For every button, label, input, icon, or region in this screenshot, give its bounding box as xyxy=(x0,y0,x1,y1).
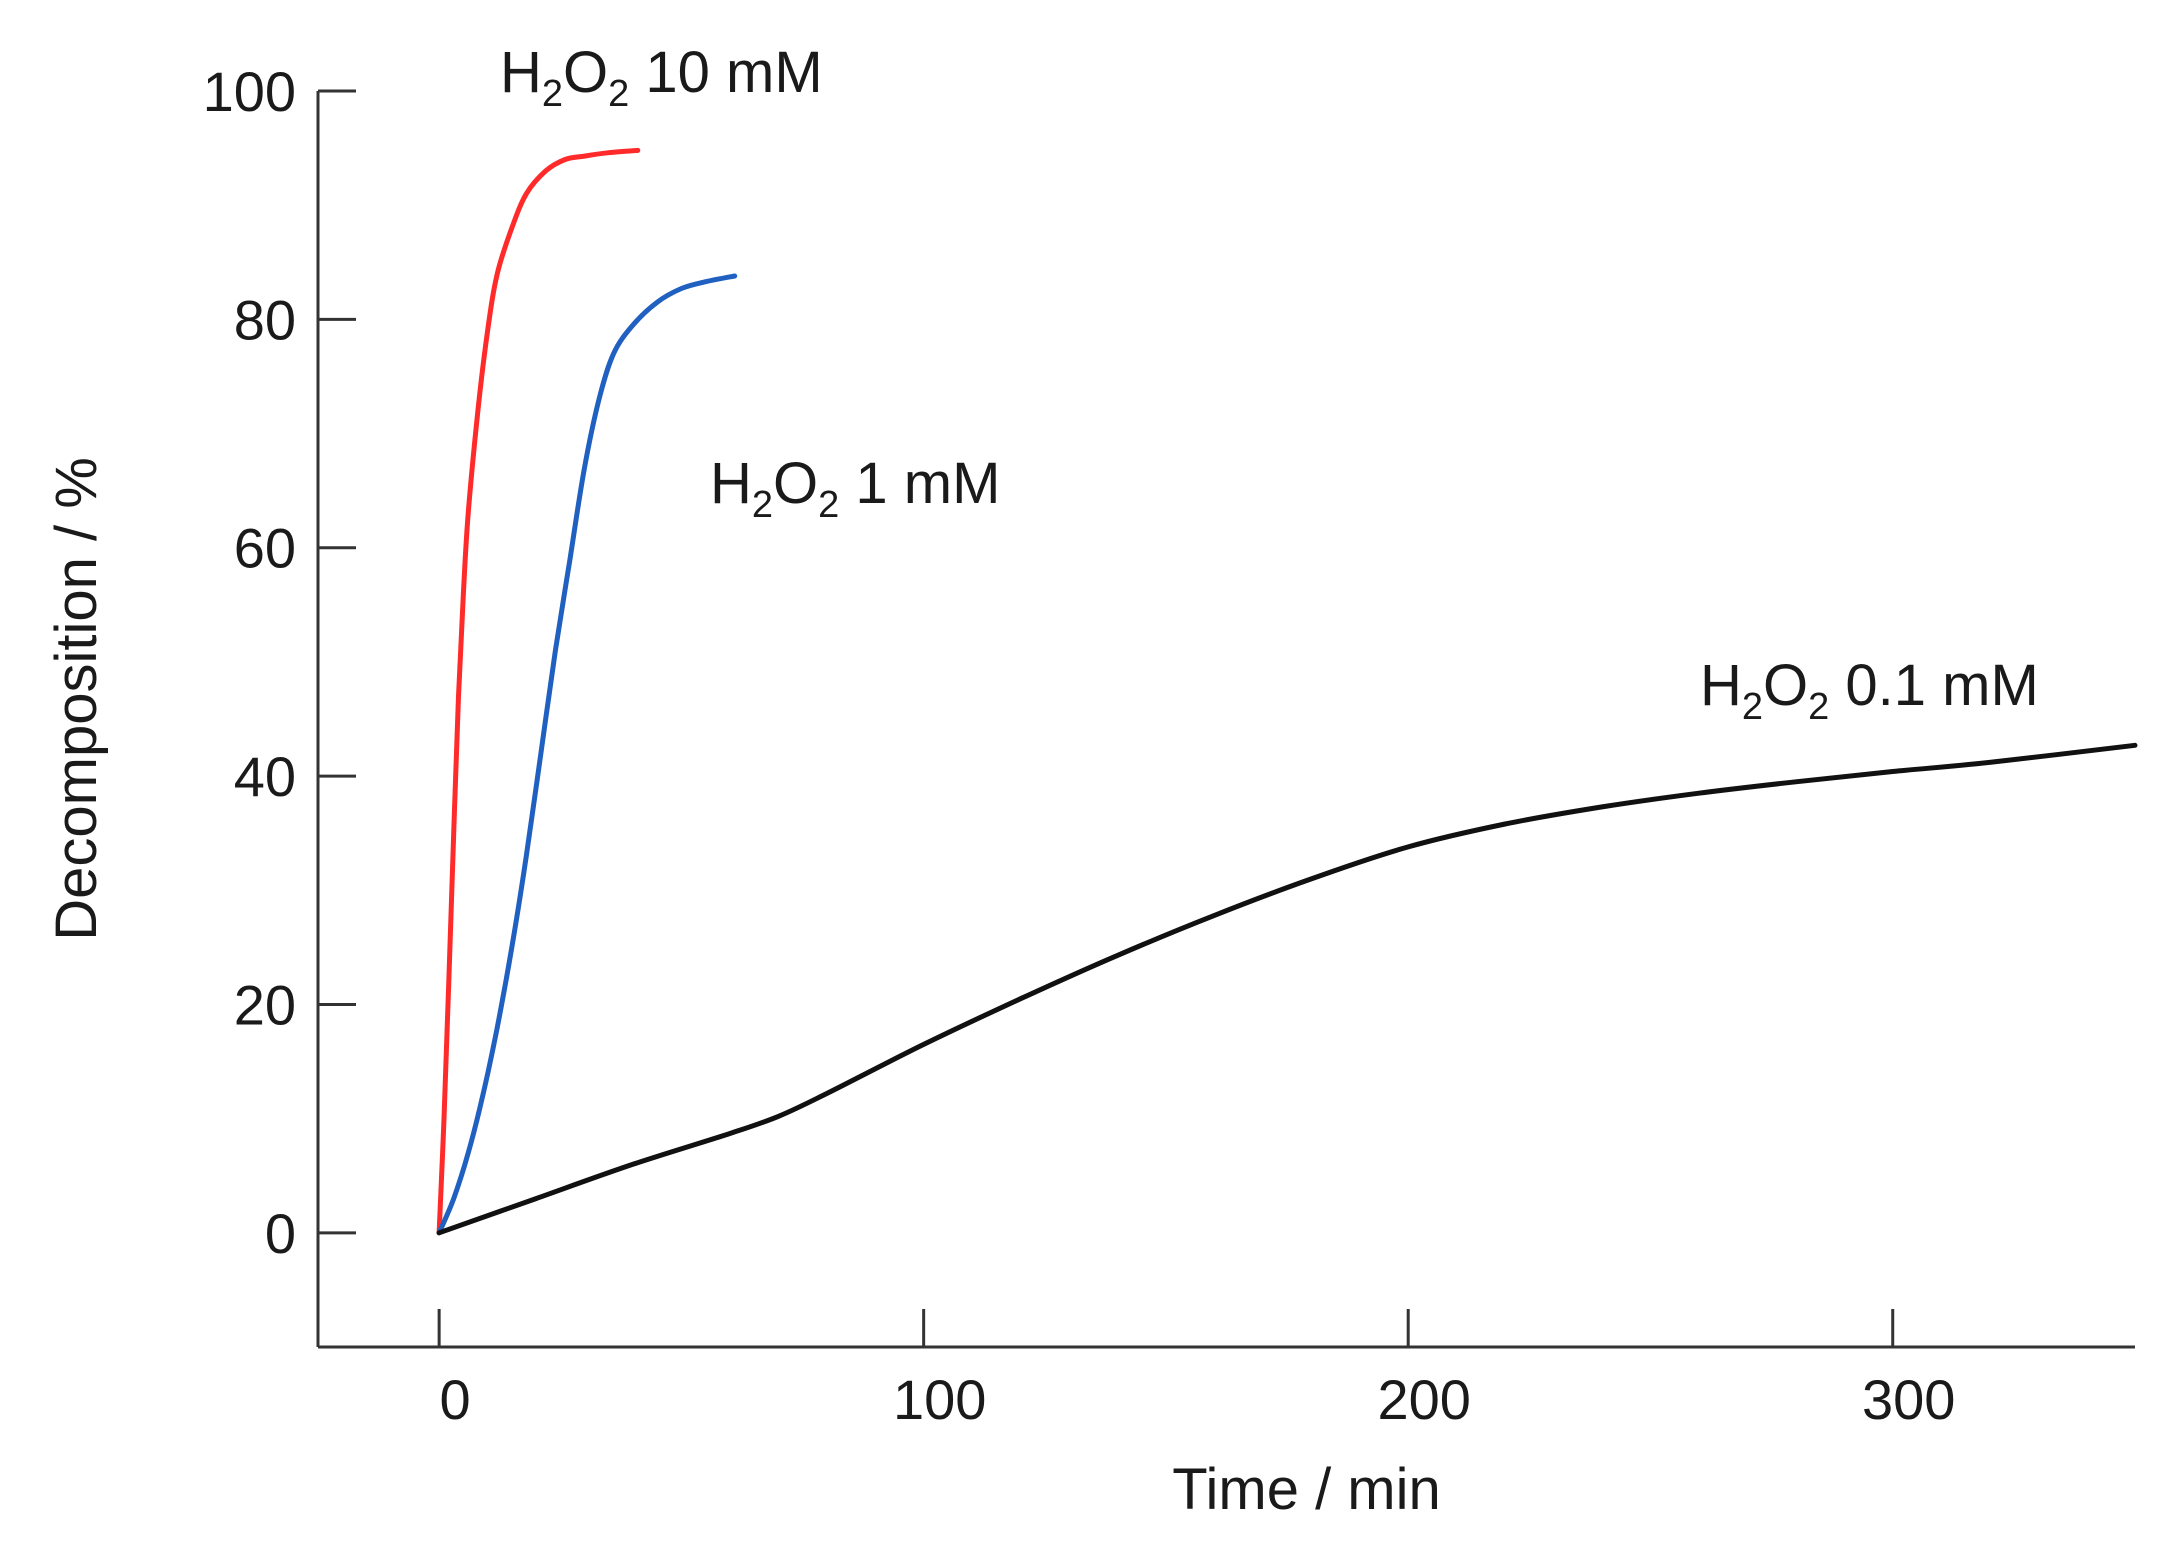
series-lines xyxy=(436,147,2138,1236)
series-label-0-1mM: H2O2 0.1 mM xyxy=(1700,653,2039,728)
y-tick-label: 0 xyxy=(265,1202,296,1265)
series-label-1mM: H2O2 1 mM xyxy=(710,451,1000,526)
y-tick-label: 100 xyxy=(203,60,296,123)
series-labels: H2O2 10 mM H2O2 1 mM H2O2 0.1 mM xyxy=(500,40,2039,728)
ticks: 0 20 40 60 80 100 0 100 200 300 xyxy=(203,60,1956,1431)
x-tick-label: 0 xyxy=(440,1368,471,1431)
y-axis-title: Decomposition / % xyxy=(44,457,109,941)
y-tick-label: 40 xyxy=(234,745,296,808)
series-line-1mM xyxy=(436,273,738,1236)
y-tick-label: 20 xyxy=(234,973,296,1036)
x-tick-label: 300 xyxy=(1862,1368,1955,1431)
x-axis-title: Time / min xyxy=(1172,1457,1441,1522)
y-tick-label: 80 xyxy=(234,288,296,351)
y-tick-label: 60 xyxy=(234,517,296,580)
x-tick-label: 100 xyxy=(893,1368,986,1431)
series-line-10mM xyxy=(436,147,641,1236)
series-label-10mM: H2O2 10 mM xyxy=(500,40,823,115)
series-line-0-1mM xyxy=(436,742,2138,1236)
x-tick-label: 200 xyxy=(1377,1368,1470,1431)
axes xyxy=(316,91,2135,1349)
